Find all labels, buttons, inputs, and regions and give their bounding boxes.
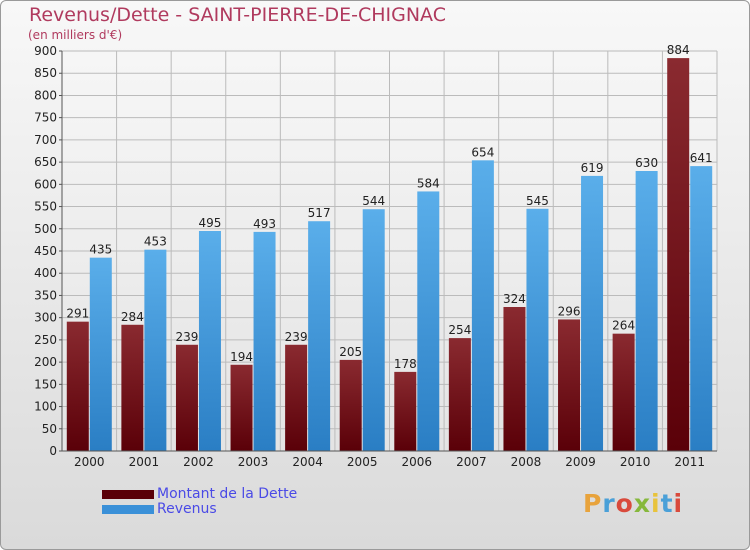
logo-letter: t <box>660 489 674 518</box>
bar-revenue <box>635 171 658 451</box>
value-label-revenue: 630 <box>635 156 658 170</box>
y-tick-label: 50 <box>42 422 57 436</box>
value-label-revenue: 619 <box>581 161 604 175</box>
value-label-debt: 205 <box>339 345 362 359</box>
bar-revenue <box>362 209 385 451</box>
axes: 0 50 100 150 200 250 300 350 400 450 500 550 600 650 7… <box>34 44 717 469</box>
y-tick-label: 150 <box>34 377 57 391</box>
y-tick-label: 600 <box>34 177 57 191</box>
value-label-revenue: 453 <box>144 235 167 249</box>
legend-swatch-revenue <box>102 505 154 514</box>
bar-debt <box>285 344 308 451</box>
value-label-revenue: 435 <box>89 243 112 257</box>
value-label-revenue: 517 <box>308 206 331 220</box>
bar-debt <box>121 324 144 451</box>
value-label-revenue: 545 <box>526 194 549 208</box>
y-tick-label: 250 <box>34 333 57 347</box>
y-tick-label: 850 <box>34 66 57 80</box>
gridlines <box>61 50 718 452</box>
y-tick-label: 300 <box>34 311 57 325</box>
bar-debt <box>448 338 471 451</box>
bar-revenue <box>198 231 221 451</box>
value-label-debt: 178 <box>394 357 417 371</box>
y-tick-label: 0 <box>49 444 57 458</box>
value-label-debt: 296 <box>558 304 581 318</box>
value-label-debt: 254 <box>448 323 471 337</box>
y-tick-label: 800 <box>34 88 57 102</box>
value-label-debt: 239 <box>285 330 308 344</box>
x-tick-label: 2007 <box>456 455 487 469</box>
x-tick-label: 2004 <box>292 455 323 469</box>
y-tick-label: 750 <box>34 111 57 125</box>
y-tick-label: 900 <box>34 44 57 58</box>
x-tick-label: 2010 <box>620 455 651 469</box>
x-tick-label: 2006 <box>402 455 433 469</box>
y-tick-label: 350 <box>34 288 57 302</box>
chart-subtitle: (en milliers d'€) <box>28 28 123 42</box>
bar-debt <box>339 359 362 451</box>
value-label-debt: 284 <box>121 310 144 324</box>
x-tick-label: 2005 <box>347 455 378 469</box>
bar-debt <box>230 364 253 451</box>
value-label-revenue: 493 <box>253 217 276 231</box>
logo-letter: o <box>615 489 634 518</box>
x-tick-label: 2008 <box>511 455 542 469</box>
bars: 291 435 284 453 239 495 194 493 239 517 205 544 178 5… <box>66 43 713 452</box>
logo-letter: i <box>673 489 684 518</box>
logo-letter: r <box>602 489 616 518</box>
y-tick-label: 450 <box>34 244 57 258</box>
value-label-revenue: 544 <box>362 194 385 208</box>
value-label-revenue: 641 <box>690 151 713 165</box>
bar-debt <box>503 307 526 451</box>
bar-debt <box>175 344 198 451</box>
bar-revenue <box>526 208 549 451</box>
legend-label-revenue: Revenus <box>157 501 217 517</box>
value-label-debt: 884 <box>667 43 690 57</box>
value-label-revenue: 584 <box>417 176 440 190</box>
x-tick-label: 2000 <box>74 455 105 469</box>
legend-label-debt: Montant de la Dette <box>157 486 298 502</box>
y-tick-label: 500 <box>34 222 57 236</box>
chart-title: Revenus/Dette - SAINT-PIERRE-DE-CHIGNAC <box>29 4 446 26</box>
x-tick-label: 2011 <box>674 455 705 469</box>
x-tick-label: 2003 <box>238 455 269 469</box>
y-tick-label: 400 <box>34 266 57 280</box>
value-label-debt: 324 <box>503 292 526 306</box>
x-tick-label: 2001 <box>129 455 160 469</box>
proxiti-logo: Proxiti <box>583 489 683 518</box>
value-label-debt: 291 <box>66 307 89 321</box>
bar-debt <box>66 321 89 451</box>
bar-debt <box>612 333 635 451</box>
bar-revenue <box>308 221 331 451</box>
legend-swatch-debt <box>102 490 154 499</box>
bar-revenue <box>417 191 440 451</box>
logo-letter: x <box>633 489 651 518</box>
value-label-debt: 194 <box>230 350 253 364</box>
bar-revenue <box>690 166 713 451</box>
y-tick-label: 200 <box>34 355 57 369</box>
logo-letter: i <box>651 489 661 518</box>
bar-debt <box>667 58 690 451</box>
value-label-debt: 264 <box>612 319 635 333</box>
bar-revenue <box>581 175 604 451</box>
bar-revenue <box>144 249 167 451</box>
x-tick-label: 2002 <box>183 455 214 469</box>
bar-debt <box>394 371 417 451</box>
y-tick-label: 700 <box>34 133 57 147</box>
value-label-debt: 239 <box>176 330 199 344</box>
x-tick-label: 2009 <box>565 455 596 469</box>
bar-revenue <box>89 257 112 451</box>
bar-revenue <box>253 231 276 451</box>
bar-revenue <box>471 160 494 452</box>
y-tick-label: 550 <box>34 200 57 214</box>
y-tick-label: 100 <box>34 400 57 414</box>
logo-letter: P <box>583 489 603 518</box>
value-label-revenue: 495 <box>199 216 222 230</box>
y-tick-label: 650 <box>34 155 57 169</box>
bar-debt <box>558 319 581 451</box>
value-label-revenue: 654 <box>471 145 494 159</box>
